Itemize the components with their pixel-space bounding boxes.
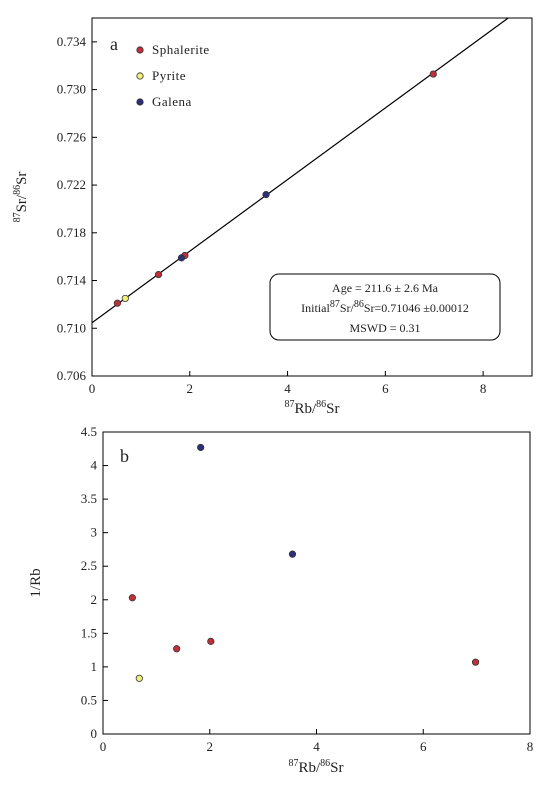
panel-b-x-tick-label: 0 xyxy=(100,739,107,754)
stats-box-frame xyxy=(269,273,501,341)
panel-b-x-tick-label: 8 xyxy=(527,739,534,754)
legend-label-pyrite: Pyrite xyxy=(152,68,186,83)
panel-b-y-tick-label: 4.5 xyxy=(81,424,97,439)
panel-b-y-tick-label: 4 xyxy=(91,458,98,473)
age-text: Age = 211.6 ± 2.6 Ma xyxy=(332,281,439,295)
panel-b-y-tick-label: 0 xyxy=(91,726,98,741)
panel-a-point-sphalerite xyxy=(154,270,163,279)
panel-b-x-axis-title: 87Rb/86Sr xyxy=(288,758,343,776)
panel-a-y-tick-label: 0.706 xyxy=(57,368,87,383)
panel-a-y-tick-label: 0.734 xyxy=(57,34,87,49)
panel-b-point-sphalerite xyxy=(471,658,480,666)
legend-marker-pyrite xyxy=(136,72,144,80)
panel-b-point-sphalerite xyxy=(128,594,136,602)
initial-ratio-text: Initial87Sr/86Sr=0.71046 ±0.00012 xyxy=(301,299,469,315)
panel-b-point-galena xyxy=(197,443,205,452)
panel-a-y-tick-label: 0.718 xyxy=(57,225,86,240)
panel-a-plot-frame xyxy=(91,17,533,377)
panel-b-y-tick-label: 0.5 xyxy=(81,692,97,707)
panel-b-x-tick-label: 4 xyxy=(313,739,320,754)
legend: Sphalerite Pyrite Galena xyxy=(136,42,210,109)
panel-b-point-galena xyxy=(288,550,297,558)
panel-a-point-pyrite xyxy=(121,294,129,303)
panel-b-y-axis-title: 1/Rb xyxy=(28,568,44,597)
stats-box: Age = 211.6 ± 2.6 Ma Initial87Sr/86Sr=0.… xyxy=(269,273,501,341)
panel-a-ticks: 0 2 4 6 8 0.706 0.710 0.714 0.718 0.722 0.726 0.730… xyxy=(57,34,487,396)
panel-a-y-tick-label: 0.710 xyxy=(57,320,86,335)
panel-a-point-galena xyxy=(177,254,186,262)
legend-marker-sphalerite xyxy=(136,46,144,54)
panel-a-y-tick-label: 0.730 xyxy=(57,82,86,97)
panel-a-chart: 0 2 4 6 8 0.706 0.710 0.714 0.718 0.722 0.726 0.730… xyxy=(12,17,533,417)
panel-a-y-tick-label: 0.722 xyxy=(57,177,86,192)
panel-a-x-tick-label: 8 xyxy=(480,381,487,396)
panel-b-y-tick-label: 1.5 xyxy=(81,625,97,640)
panel-a-point-sphalerite xyxy=(113,299,122,307)
panel-a-letter: a xyxy=(110,34,118,54)
panel-b-plot-frame xyxy=(102,431,531,735)
panel-b-y-tick-label: 3 xyxy=(91,525,98,540)
mswd-text: MSWD = 0.31 xyxy=(349,321,420,335)
panel-a-y-tick-label: 0.714 xyxy=(57,273,87,288)
panel-a-x-tick-label: 6 xyxy=(382,381,389,396)
panel-a-y-axis-title: 87Sr/86Sr xyxy=(12,172,30,223)
panel-a-points xyxy=(113,70,437,307)
panel-a-y-tick-label: 0.726 xyxy=(57,129,87,144)
panel-b-chart: 0 2 4 6 8 0 0.5 1 1.5 2 2.5 3 3.5 4 4.5 b 87Rb/86Sr 1/… xyxy=(28,424,533,776)
panel-a-x-tick-label: 4 xyxy=(284,381,291,396)
panel-a-x-tick-label: 2 xyxy=(187,381,194,396)
panel-b-x-tick-label: 6 xyxy=(420,739,427,754)
panel-b-y-tick-label: 1 xyxy=(91,659,98,674)
legend-label-galena: Galena xyxy=(152,94,192,109)
panel-b-points xyxy=(128,443,480,682)
panel-b-point-pyrite xyxy=(135,674,143,682)
panel-b-y-tick-label: 2.5 xyxy=(81,558,97,573)
regression-line xyxy=(91,17,509,324)
panel-b-ticks: 0 2 4 6 8 0 0.5 1 1.5 2 2.5 3 3.5 4 4.5 xyxy=(81,424,534,754)
panel-a-x-tick-label: 0 xyxy=(89,381,96,396)
legend-marker-galena xyxy=(136,98,144,106)
panel-b-y-tick-label: 3.5 xyxy=(81,491,97,506)
panel-b-y-tick-label: 2 xyxy=(91,592,98,607)
panel-a-x-axis-title: 87Rb/86Sr xyxy=(284,399,339,417)
panel-a-point-sphalerite xyxy=(429,70,437,78)
panel-b-point-sphalerite xyxy=(173,645,181,653)
panel-a-point-galena xyxy=(262,191,270,199)
panel-b-point-sphalerite xyxy=(207,637,215,645)
legend-label-sphalerite: Sphalerite xyxy=(152,42,210,57)
panel-b-x-tick-label: 2 xyxy=(207,739,214,754)
panel-b-letter: b xyxy=(120,446,129,466)
